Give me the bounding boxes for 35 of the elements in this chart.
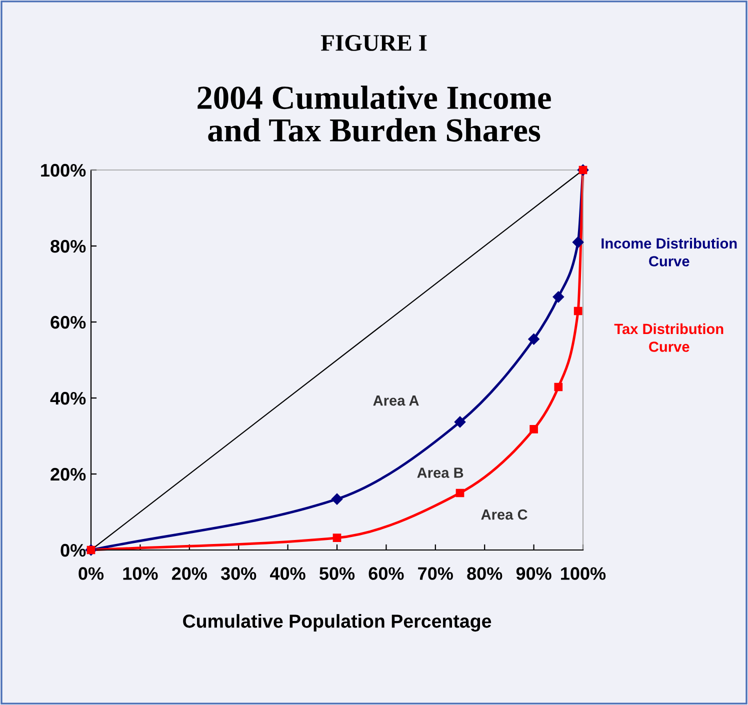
point <box>572 236 584 248</box>
x-axis-title: Cumulative Population Percentage <box>183 614 492 632</box>
annotation: Area B <box>417 468 464 478</box>
y-tick-label: 60% <box>50 316 86 329</box>
x-tick-label: 0% <box>78 567 104 580</box>
x-tick-label: 10% <box>123 567 158 580</box>
point <box>456 488 464 498</box>
point <box>574 306 582 316</box>
y-tick-label: 20% <box>50 468 86 481</box>
y-tick-label: 80% <box>50 240 86 253</box>
point <box>552 291 564 303</box>
x-tick-label: 100% <box>561 567 606 580</box>
x-tick-label: 60% <box>368 567 404 580</box>
annotation: Area A <box>373 396 419 406</box>
y-tick-label: 0% <box>60 544 86 557</box>
x-tick-label: 20% <box>172 567 207 580</box>
annotation: Area C <box>481 509 528 520</box>
text: Tax Distribution Curve <box>614 323 724 352</box>
x-tick-label: 30% <box>220 567 256 580</box>
x-tick-label: 80% <box>467 567 502 580</box>
x-tick-label: 90% <box>516 567 552 580</box>
x-tick-label: 50% <box>319 567 355 580</box>
y-tick-label: 100% <box>41 164 86 177</box>
point <box>454 416 466 428</box>
x-tick-label: 40% <box>270 567 306 580</box>
y-tick-label: 40% <box>50 392 86 405</box>
point <box>332 534 342 542</box>
x-tick-label: 70% <box>418 567 453 580</box>
point <box>554 382 563 392</box>
point <box>530 424 538 434</box>
chart-title: 2004 Cumulative Income and Tax Burden Shares <box>198 86 551 142</box>
series-label: Income Distribution Curve <box>602 238 737 266</box>
point <box>331 493 343 505</box>
point <box>528 333 540 345</box>
chart-subtitle: FIGURE I <box>320 35 427 51</box>
